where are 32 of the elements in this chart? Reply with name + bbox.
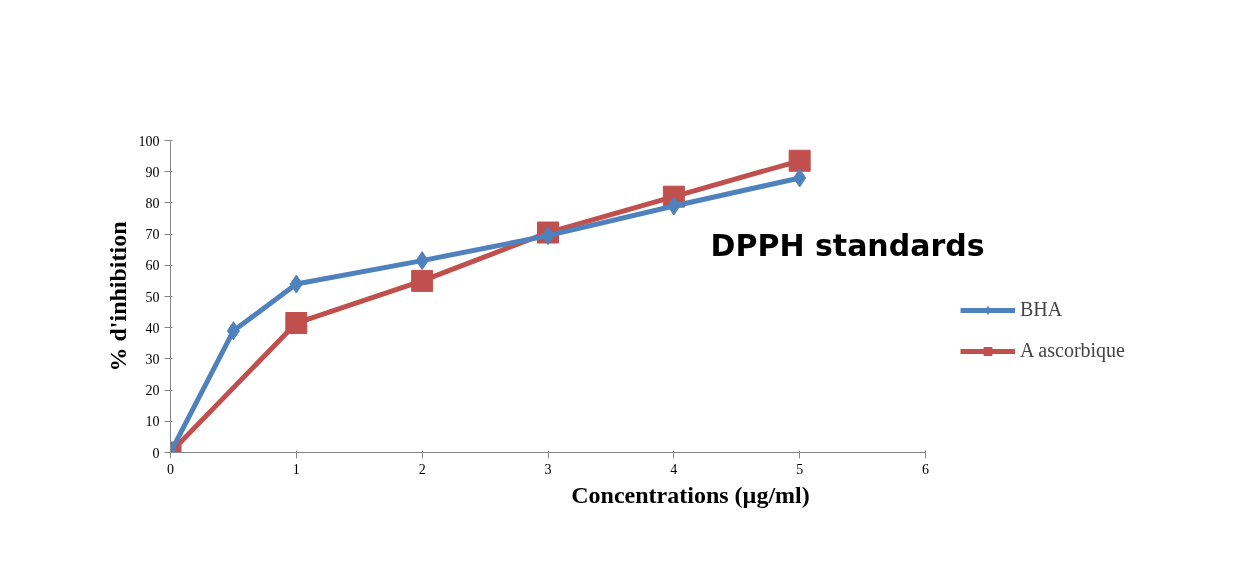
x-tick-label: 6: [922, 461, 929, 477]
legend-label: A ascorbique: [1020, 339, 1125, 362]
text: DPPH standards: [710, 227, 985, 263]
y-tick-label: 0: [152, 445, 160, 461]
y-tick-label: 10: [145, 414, 160, 430]
y-axis-title: % d'inhibition: [104, 221, 131, 372]
y-tick-label: 30: [145, 351, 160, 367]
y-tick-label: 40: [145, 320, 160, 336]
point: [667, 196, 681, 216]
point: [285, 312, 308, 335]
x-axis-title: Concentrations (µg/ml): [571, 481, 810, 508]
point: [411, 269, 434, 292]
y-tick-label: 70: [145, 227, 160, 243]
point: [415, 251, 429, 271]
y-tick-label: 100: [138, 133, 160, 149]
y-tick-label: 60: [145, 258, 160, 274]
y-tick-label: 90: [145, 164, 160, 180]
point: [788, 149, 811, 172]
x-tick-label: 2: [418, 461, 426, 477]
x-tick-label: 4: [670, 461, 678, 477]
x-tick-label: 5: [796, 461, 804, 477]
point: [793, 168, 807, 188]
point: [226, 321, 240, 341]
y-tick-label: 50: [145, 289, 160, 305]
point: [289, 274, 303, 294]
legend-label: BHA: [1020, 298, 1063, 321]
y-tick-label: 80: [145, 195, 160, 211]
x-tick-label: 3: [544, 461, 552, 477]
x-tick-label: 1: [292, 461, 300, 477]
point: [541, 226, 555, 246]
y-tick-label: 20: [145, 383, 160, 399]
x-tick-label: 0: [167, 461, 174, 477]
